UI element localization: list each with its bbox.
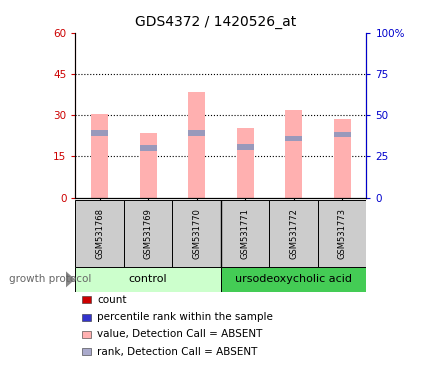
Text: GSM531770: GSM531770 xyxy=(192,208,201,259)
Text: growth protocol: growth protocol xyxy=(9,274,91,285)
Bar xyxy=(91,130,108,136)
Text: control: control xyxy=(129,274,167,285)
Text: value, Detection Call = ABSENT: value, Detection Call = ABSENT xyxy=(97,329,262,339)
Text: GSM531773: GSM531773 xyxy=(337,208,346,259)
Text: ursodeoxycholic acid: ursodeoxycholic acid xyxy=(235,274,351,285)
Bar xyxy=(75,200,124,267)
Bar xyxy=(285,136,301,141)
Bar xyxy=(172,200,220,267)
Bar xyxy=(91,114,108,198)
Bar xyxy=(188,92,205,198)
Text: GDS4372 / 1420526_at: GDS4372 / 1420526_at xyxy=(135,15,295,29)
Text: rank, Detection Call = ABSENT: rank, Detection Call = ABSENT xyxy=(97,347,257,357)
Bar xyxy=(188,130,205,136)
Bar xyxy=(220,200,269,267)
Bar xyxy=(220,267,366,292)
Bar xyxy=(333,119,350,198)
Text: GSM531771: GSM531771 xyxy=(240,208,249,259)
Text: GSM531768: GSM531768 xyxy=(95,208,104,259)
Bar xyxy=(139,133,156,198)
Bar xyxy=(285,110,301,198)
Text: count: count xyxy=(97,295,126,305)
Bar xyxy=(75,267,220,292)
Text: percentile rank within the sample: percentile rank within the sample xyxy=(97,312,272,322)
Bar xyxy=(269,200,317,267)
Bar xyxy=(139,146,156,151)
Bar xyxy=(124,200,172,267)
Bar xyxy=(333,132,350,137)
Bar xyxy=(236,144,253,150)
Text: GSM531769: GSM531769 xyxy=(143,208,152,259)
Text: GSM531772: GSM531772 xyxy=(289,208,298,259)
Bar xyxy=(317,200,366,267)
Bar xyxy=(236,127,253,198)
Polygon shape xyxy=(65,271,75,288)
